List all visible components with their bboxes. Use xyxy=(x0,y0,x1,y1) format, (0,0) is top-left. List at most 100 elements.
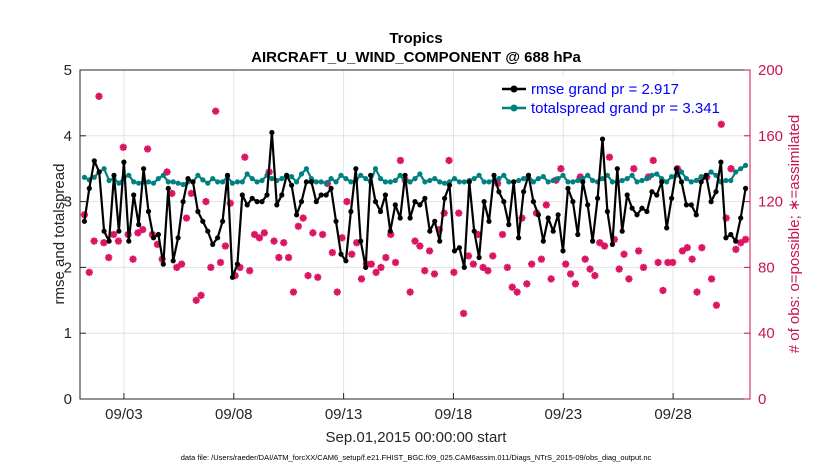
rmse-point xyxy=(170,258,176,264)
rmse-point xyxy=(289,182,295,188)
obs-stroke xyxy=(625,275,633,283)
rmse-point xyxy=(540,238,546,244)
totalspread-point xyxy=(81,174,87,180)
rmse-point xyxy=(550,228,556,234)
legend-box xyxy=(500,76,745,118)
obs-stroke xyxy=(260,229,268,237)
rmse-point xyxy=(456,245,462,251)
totalspread-point xyxy=(318,179,324,185)
rmse-point xyxy=(190,179,196,185)
totalspread-point xyxy=(377,176,384,182)
obs-marker xyxy=(119,143,127,151)
rmse-point xyxy=(427,228,433,234)
obs-stroke xyxy=(377,264,385,271)
obs-stroke xyxy=(431,270,438,278)
obs-stroke xyxy=(620,250,628,258)
totalspread-point xyxy=(91,174,97,180)
x-tick-label: 09/13 xyxy=(325,406,363,423)
obs-stroke xyxy=(421,267,429,274)
rmse-point xyxy=(363,264,369,270)
obs-marker xyxy=(304,272,312,280)
obs-marker xyxy=(284,253,293,262)
rmse-point xyxy=(718,159,724,165)
obs-marker xyxy=(139,225,147,234)
totalspread-point xyxy=(269,176,275,182)
totalspread-point xyxy=(728,177,734,184)
totalspread-point xyxy=(294,179,300,185)
obs-stroke xyxy=(528,260,535,268)
obs-marker xyxy=(528,260,536,268)
obs-marker xyxy=(566,270,575,278)
rmse-point xyxy=(145,208,152,215)
obs-marker xyxy=(688,255,696,263)
rmse-point xyxy=(111,172,117,178)
rmse-point xyxy=(516,235,522,241)
y-tick-label-right: 80 xyxy=(758,259,775,276)
obs-stroke xyxy=(241,153,249,161)
obs-marker xyxy=(411,237,419,245)
x-tick-label: 09/23 xyxy=(545,406,583,423)
obs-stroke xyxy=(105,254,113,261)
totalspread-point xyxy=(540,174,546,180)
obs-marker xyxy=(727,165,735,173)
rmse-point xyxy=(121,159,127,165)
rmse-point xyxy=(205,228,211,234)
totalspread-point xyxy=(427,177,433,184)
totalspread-point xyxy=(733,169,739,175)
rmse-point xyxy=(160,261,166,267)
obs-stroke xyxy=(698,244,706,251)
obs-marker xyxy=(678,247,687,255)
totalspread-point xyxy=(136,180,142,186)
rmse-point xyxy=(195,208,201,215)
obs-stroke xyxy=(513,288,521,296)
rmse-point xyxy=(185,176,191,182)
totalspread-point xyxy=(220,179,226,185)
rmse-point xyxy=(624,192,630,198)
obs-marker xyxy=(314,273,322,281)
totalspread-point xyxy=(570,179,576,185)
obs-marker xyxy=(309,229,317,237)
obs-marker xyxy=(299,214,307,222)
obs-marker xyxy=(129,255,137,263)
obs-marker xyxy=(596,239,604,247)
rmse-point xyxy=(585,202,591,208)
obs-stroke xyxy=(596,239,604,247)
obs-stroke xyxy=(562,260,570,268)
totalspread-point xyxy=(358,172,364,178)
rmse-point xyxy=(274,202,280,208)
rmse-point xyxy=(397,215,403,221)
totalspread-point xyxy=(723,177,729,184)
rmse-point xyxy=(664,225,670,231)
obs-marker xyxy=(202,198,210,206)
rmse-point xyxy=(175,235,181,241)
obs-stroke xyxy=(465,252,472,260)
obs-stroke xyxy=(319,231,326,238)
obs-marker xyxy=(207,263,215,271)
totalspread-point xyxy=(501,172,507,178)
obs-marker xyxy=(348,250,356,258)
obs-stroke xyxy=(669,259,676,266)
totalspread-point xyxy=(550,177,556,184)
obs-marker xyxy=(270,237,278,245)
rmse-point xyxy=(210,241,216,247)
obs-marker xyxy=(742,235,750,244)
x-tick-label: 09/18 xyxy=(435,406,473,423)
rmse-point xyxy=(634,212,640,218)
obs-stroke xyxy=(100,239,108,247)
rmse-point xyxy=(131,192,137,198)
obs-marker xyxy=(445,156,453,165)
y-tick-label-left: 0 xyxy=(64,391,72,408)
obs-stroke xyxy=(95,93,103,100)
obs-stroke xyxy=(197,292,205,299)
rmse-point xyxy=(101,228,107,234)
obs-marker xyxy=(737,239,745,247)
chart-title: Tropics xyxy=(389,30,442,47)
rmse-point xyxy=(659,179,665,185)
rmse-point xyxy=(619,228,625,234)
rmse-point xyxy=(412,199,418,205)
obs-stroke xyxy=(329,249,336,256)
rmse-point xyxy=(323,192,329,198)
obs-stroke xyxy=(606,153,613,161)
totalspread-point xyxy=(545,179,551,185)
